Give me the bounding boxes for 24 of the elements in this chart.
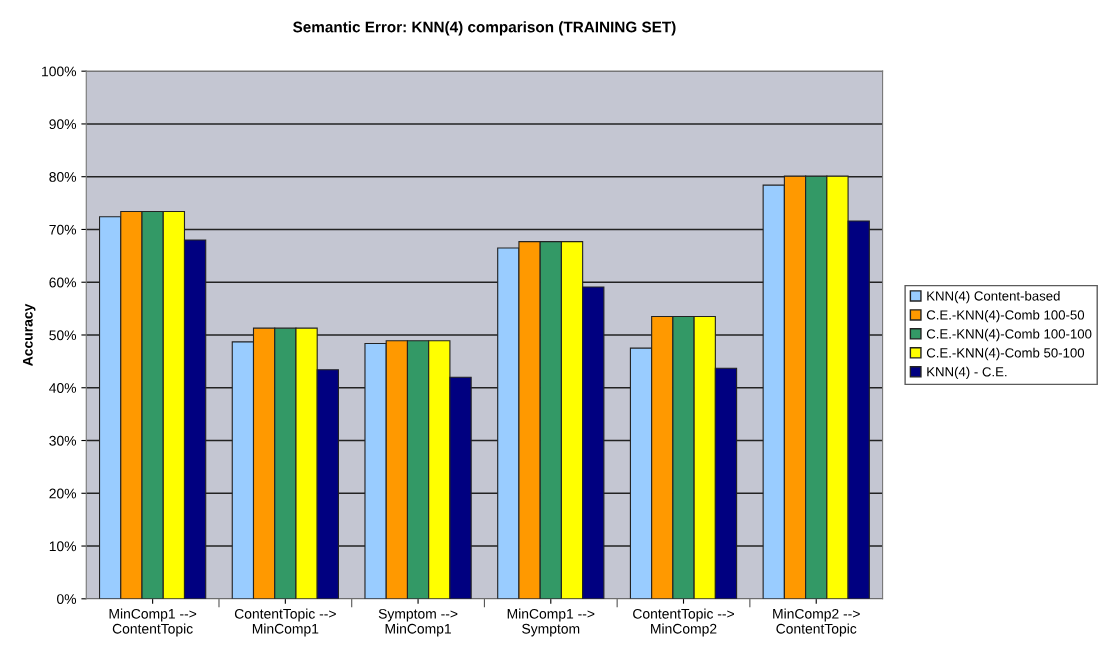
legend-label: KNN(4) - C.E. [927,366,1007,380]
x-tick-label: MinComp1 --> ContentTopic [109,608,197,637]
y-tick-label: 40% [49,383,77,393]
y-tick-label: 50% [49,330,77,341]
legend-label: C.E.-KNN(4)-Comb 100-50 [926,309,1085,323]
y-axis-title: Accuracy [23,303,36,366]
x-tick-label: Symptom --> MinComp1 [378,608,458,637]
y-tick-label: 60% [49,277,77,288]
y-tick-label: 30% [49,435,77,446]
y-tick-label: 20% [49,488,77,499]
legend-label: KNN(4) Content-based [927,290,1060,304]
y-tick-label: 90% [49,119,77,130]
x-tick-label: ContentTopic --> MinComp1 [234,608,336,637]
x-tick-label: ContentTopic --> MinComp2 [633,608,734,637]
chart-title: Semantic Error: KNN(4) comparison (TRAINING SET) [293,21,676,36]
y-tick-label: 80% [49,172,77,182]
y-tick-label: 10% [49,541,77,552]
y-tick-label: 0% [57,594,77,604]
legend-label: C.E.-KNN(4)-Comb 100-100 [926,328,1092,342]
legend-label: C.E.-KNN(4)-Comb 50-100 [926,347,1085,361]
y-tick-label: 70% [49,224,77,235]
y-tick-label: 100% [42,66,77,77]
x-tick-label: MinComp1 --> Symptom [507,608,595,637]
x-tick-label: MinComp2 --> ContentTopic [773,608,860,637]
